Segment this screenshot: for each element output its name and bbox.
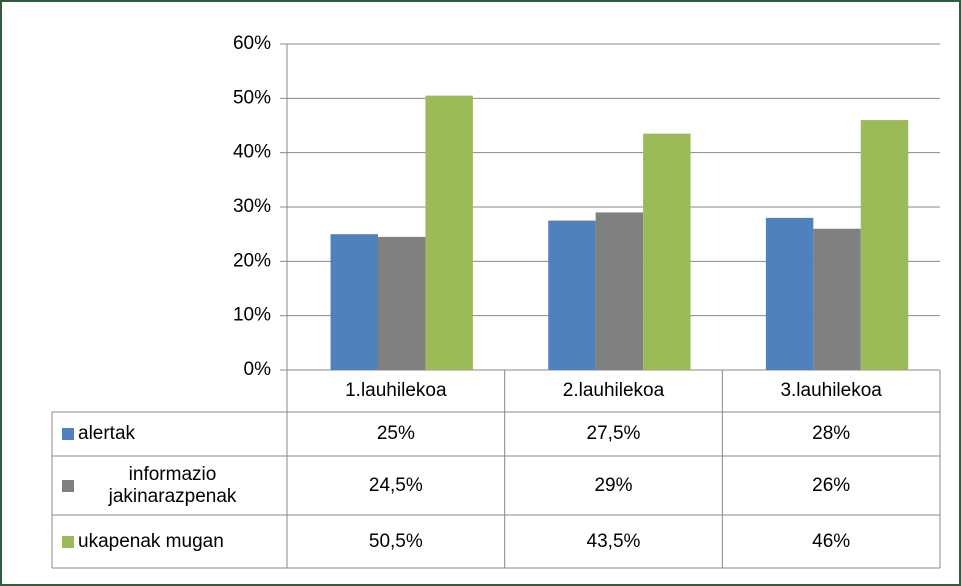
y-tick-label: 60%	[233, 33, 271, 54]
category-label: 3.lauhilekoa	[780, 380, 882, 401]
legend-label: informazio jakinarazpenak	[108, 463, 237, 507]
legend-swatch	[62, 479, 74, 492]
legend-entry: ukapenak mugan	[52, 515, 287, 568]
bar	[425, 95, 473, 370]
y-tick-label: 10%	[233, 305, 271, 326]
bar	[765, 217, 814, 370]
bar	[330, 234, 378, 370]
y-tick-label: 0%	[244, 359, 272, 380]
legend-swatch	[62, 535, 74, 548]
value-label: 26%	[812, 474, 851, 496]
bar	[377, 236, 426, 370]
value-label: 25%	[376, 423, 415, 444]
y-tick-label: 30%	[233, 196, 271, 217]
bar	[813, 228, 861, 370]
y-tick-label: 50%	[233, 87, 271, 108]
value-label: 43,5%	[586, 530, 641, 552]
y-tick-label: 40%	[233, 142, 271, 163]
legend-label: alertak	[78, 423, 136, 444]
legend-swatch	[62, 428, 74, 440]
category-label: 1.lauhilekoa	[345, 380, 447, 401]
value-label: 27,5%	[586, 423, 641, 444]
value-label: 50,5%	[368, 530, 423, 552]
value-label: 46%	[812, 530, 851, 552]
legend-entry: alertak	[52, 412, 287, 456]
bar	[643, 133, 691, 370]
legend-entry: informazio jakinarazpenak	[52, 456, 287, 515]
y-tick-label: 20%	[233, 250, 271, 271]
value-label: 28%	[812, 423, 851, 444]
bar	[595, 212, 644, 370]
category-label: 2.lauhilekoa	[562, 380, 665, 401]
legend-label: ukapenak mugan	[78, 530, 224, 552]
value-label: 24,5%	[368, 474, 423, 496]
bar	[548, 220, 596, 370]
bar	[860, 120, 909, 370]
value-label: 29%	[594, 474, 633, 496]
